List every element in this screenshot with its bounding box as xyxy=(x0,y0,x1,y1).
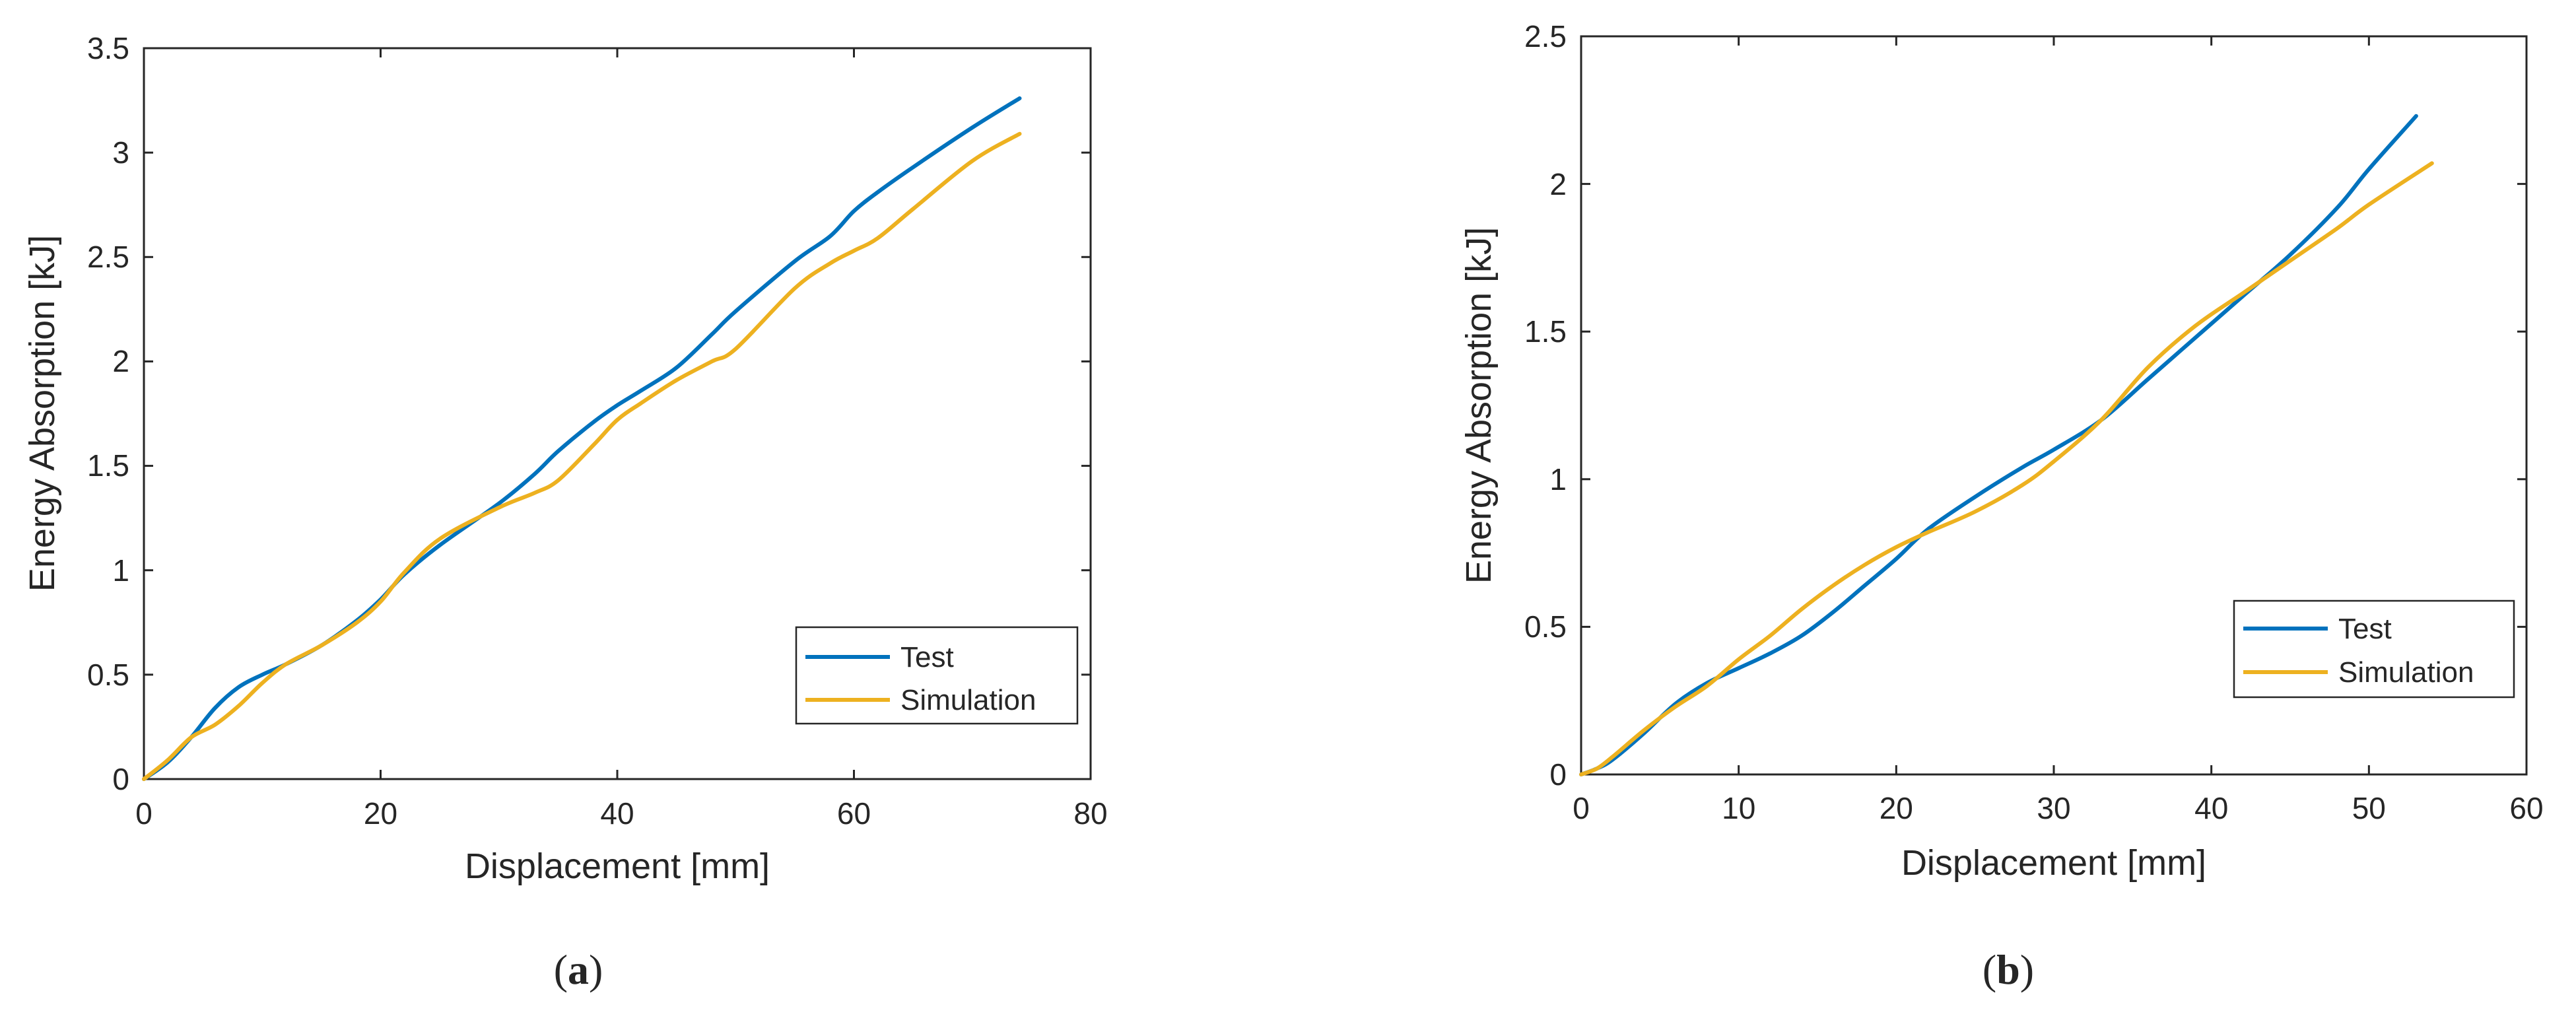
series-line-test-a xyxy=(142,96,1022,781)
legend-label-test-a: Test xyxy=(900,641,954,673)
y-axis-label-a: Energy Absorption [kJ] xyxy=(22,235,62,592)
y-tick-labels-b: 0 0.5 1 1.5 2 2.5 xyxy=(1524,19,1567,792)
x-tick-labels-a: 0 20 40 60 80 xyxy=(135,796,1107,831)
panel-caption-letter-a: a xyxy=(568,946,589,993)
x-axis-label-b: Displacement [mm] xyxy=(1901,843,2206,883)
y-tick-label: 1 xyxy=(1549,462,1567,496)
y-tick-label: 3.5 xyxy=(87,31,129,65)
y-tick-label: 2.5 xyxy=(1524,19,1567,53)
y-tick-label: 0.5 xyxy=(1524,609,1567,644)
panel-caption-letter-b: b xyxy=(1996,946,2020,993)
x-tick-label: 10 xyxy=(1722,791,1755,825)
y-tick-labels-a: 0 0.5 1 1.5 2 2.5 3 3.5 xyxy=(87,31,129,796)
legend-box-a xyxy=(795,626,1079,725)
y-tick-label: 3 xyxy=(112,135,129,170)
y-tick-label: 0 xyxy=(112,762,129,796)
chart-panel-a: 0 0.5 1 1.5 2 2.5 3 3.5 0 20 40 60 80 Di… xyxy=(22,31,1108,993)
x-tick-label: 0 xyxy=(1573,791,1590,825)
legend-a: Test Simulation xyxy=(795,626,1079,725)
series-lines-b xyxy=(1579,114,2434,776)
tick-marks-a xyxy=(143,47,1092,780)
x-tick-label: 80 xyxy=(1073,796,1107,831)
legend-b: Test Simulation xyxy=(2233,599,2515,699)
x-tick-label: 30 xyxy=(2037,791,2070,825)
series-lines-a xyxy=(142,96,1022,781)
x-axis-label-a: Displacement [mm] xyxy=(465,846,770,886)
y-tick-label: 0.5 xyxy=(87,658,129,692)
y-tick-label: 2.5 xyxy=(87,240,129,274)
x-tick-label: 60 xyxy=(837,796,871,831)
y-tick-label: 2 xyxy=(1549,167,1567,201)
y-tick-label: 1.5 xyxy=(87,448,129,483)
tick-marks-b xyxy=(1580,35,2528,776)
y-tick-label: 1 xyxy=(112,553,129,588)
chart-panel-b: 0 0.5 1 1.5 2 2.5 0 10 20 30 40 50 60 Di… xyxy=(1459,19,2544,993)
legend-label-test-b: Test xyxy=(2338,613,2392,645)
x-tick-label: 50 xyxy=(2352,791,2386,825)
legend-label-simulation-b: Simulation xyxy=(2338,656,2474,689)
x-tick-label: 40 xyxy=(2194,791,2228,825)
x-tick-label: 20 xyxy=(1880,791,1913,825)
x-tick-label: 60 xyxy=(2509,791,2543,825)
y-tick-label: 0 xyxy=(1549,757,1567,792)
series-line-simulation-b xyxy=(1579,161,2434,776)
y-axis-label-b: Energy Absorption [kJ] xyxy=(1459,227,1499,584)
x-tick-labels-b: 0 10 20 30 40 50 60 xyxy=(1573,791,2543,825)
x-tick-label: 0 xyxy=(135,796,153,831)
x-tick-label: 40 xyxy=(600,796,634,831)
legend-box-b xyxy=(2233,599,2515,699)
x-tick-label: 20 xyxy=(364,796,397,831)
y-tick-label: 1.5 xyxy=(1524,314,1567,349)
panel-caption-b: (b) xyxy=(1983,946,2034,993)
y-tick-label: 2 xyxy=(112,344,129,378)
series-line-simulation-a xyxy=(142,131,1022,781)
legend-label-simulation-a: Simulation xyxy=(900,684,1036,716)
panel-caption-a: (a) xyxy=(554,946,603,993)
